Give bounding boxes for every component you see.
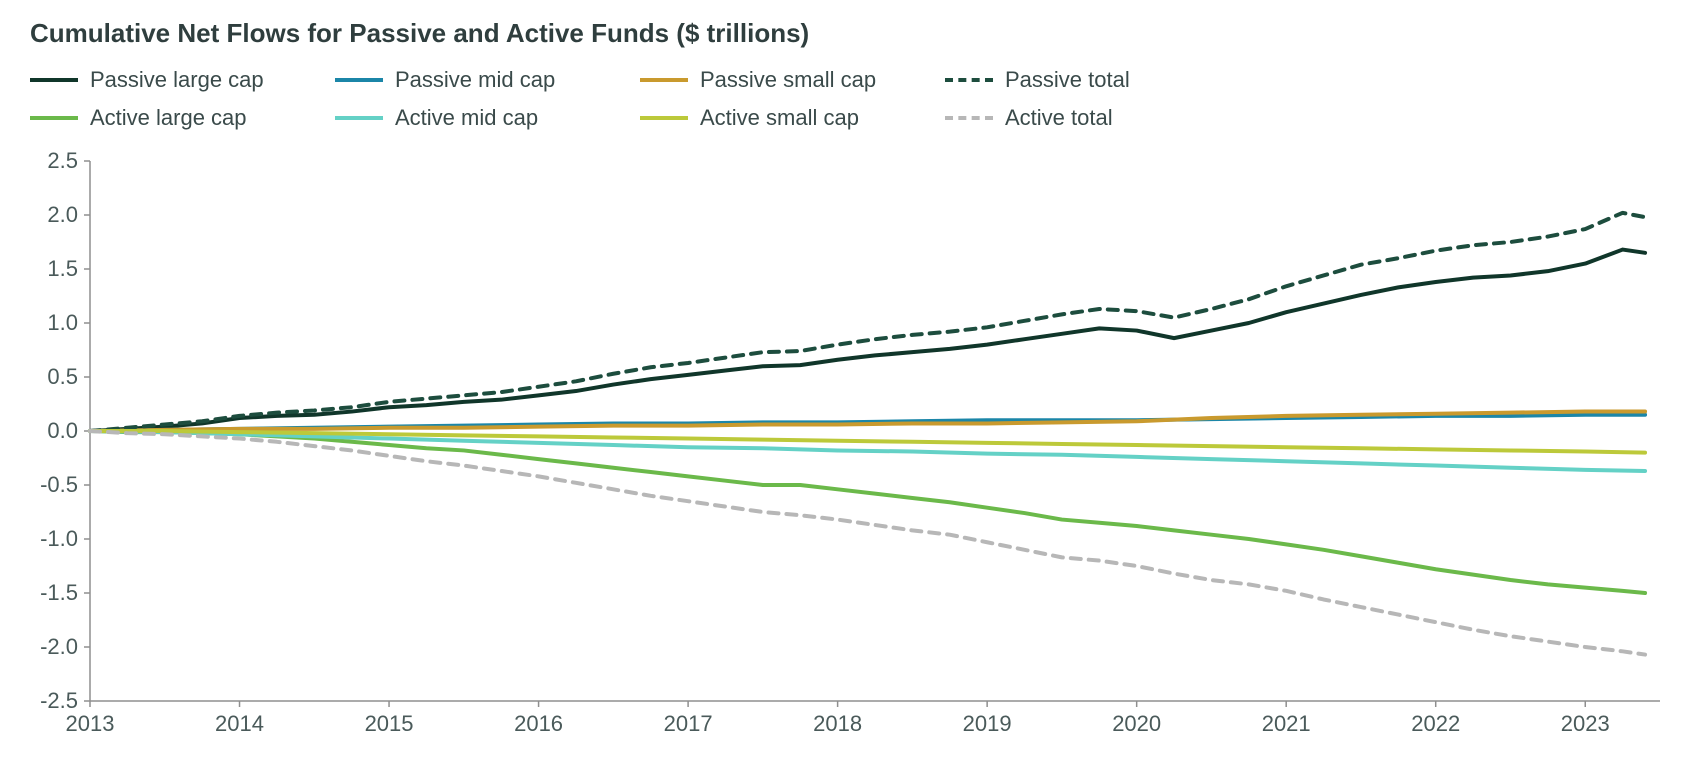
legend-item-passive-total: Passive total: [945, 67, 1230, 93]
legend-label: Active mid cap: [395, 105, 538, 131]
legend-item-passive-large-cap: Passive large cap: [30, 67, 315, 93]
legend-label: Passive mid cap: [395, 67, 555, 93]
legend-swatch: [945, 116, 993, 120]
legend-swatch: [30, 116, 78, 120]
y-tick-label: 2.0: [47, 202, 78, 227]
y-tick-label: -1.0: [40, 526, 78, 551]
x-tick-label: 2022: [1411, 711, 1460, 736]
series-line-active-large-cap: [90, 431, 1645, 593]
y-tick-label: 0.0: [47, 418, 78, 443]
y-tick-label: 0.5: [47, 364, 78, 389]
x-tick-label: 2014: [215, 711, 264, 736]
y-tick-label: 1.5: [47, 256, 78, 281]
legend-label: Passive total: [1005, 67, 1130, 93]
y-tick-label: -2.5: [40, 688, 78, 713]
legend-item-active-large-cap: Active large cap: [30, 105, 315, 131]
y-tick-label: -2.0: [40, 634, 78, 659]
legend-item-active-mid-cap: Active mid cap: [335, 105, 620, 131]
x-tick-label: 2017: [664, 711, 713, 736]
chart-container: Cumulative Net Flows for Passive and Act…: [0, 0, 1700, 772]
legend-label: Active small cap: [700, 105, 859, 131]
x-tick-label: 2016: [514, 711, 563, 736]
legend-swatch: [945, 78, 993, 82]
chart-legend: Passive large cap Passive mid cap Passive …: [30, 67, 1230, 131]
y-tick-label: -1.5: [40, 580, 78, 605]
chart-title: Cumulative Net Flows for Passive and Act…: [30, 18, 1670, 49]
legend-swatch: [640, 78, 688, 82]
x-tick-label: 2019: [963, 711, 1012, 736]
legend-item-active-total: Active total: [945, 105, 1230, 131]
y-tick-label: 2.5: [47, 151, 78, 173]
legend-label: Passive small cap: [700, 67, 876, 93]
legend-item-passive-small-cap: Passive small cap: [640, 67, 925, 93]
x-tick-label: 2013: [66, 711, 115, 736]
legend-label: Active large cap: [90, 105, 247, 131]
chart-svg: -2.5 -2.0 -1.5 -1.0 -0.5 0.0 0.5 1.0 1.5 2.0 2.5 20…: [30, 151, 1670, 741]
y-tick-label: 1.0: [47, 310, 78, 335]
legend-swatch: [335, 78, 383, 82]
x-tick-label: 2018: [813, 711, 862, 736]
legend-item-active-small-cap: Active small cap: [640, 105, 925, 131]
x-tick-label: 2021: [1262, 711, 1311, 736]
x-tick-label: 2023: [1561, 711, 1610, 736]
series-line-passive-total: [90, 213, 1645, 431]
x-tick-label: 2015: [365, 711, 414, 736]
legend-label: Passive large cap: [90, 67, 264, 93]
legend-swatch: [30, 78, 78, 82]
legend-swatch: [640, 116, 688, 120]
y-tick-label: -0.5: [40, 472, 78, 497]
x-tick-label: 2020: [1112, 711, 1161, 736]
legend-swatch: [335, 116, 383, 120]
legend-label: Active total: [1005, 105, 1113, 131]
plot-area: -2.5 -2.0 -1.5 -1.0 -0.5 0.0 0.5 1.0 1.5 2.0 2.5 20…: [30, 151, 1670, 741]
legend-item-passive-mid-cap: Passive mid cap: [335, 67, 620, 93]
